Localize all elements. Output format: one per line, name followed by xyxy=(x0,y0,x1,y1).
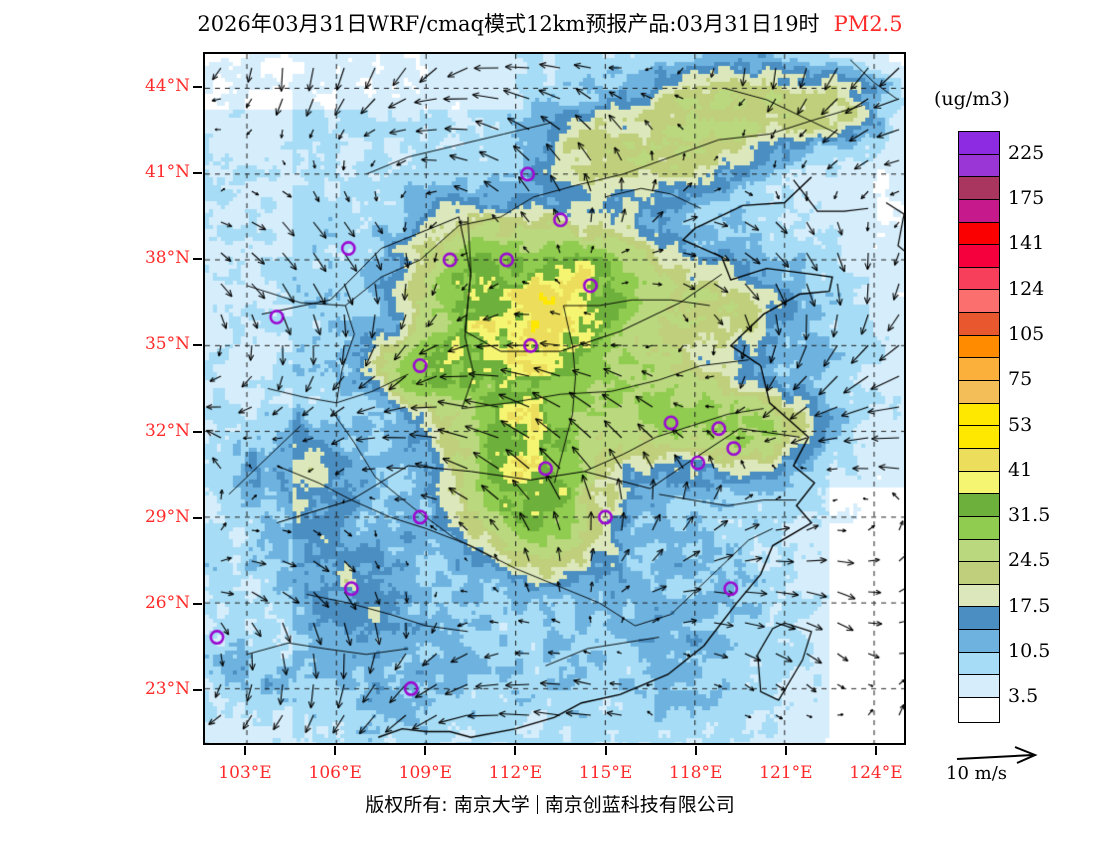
longitude-tick-label: 103°E xyxy=(218,763,272,783)
latitude-tick-label: 23°N xyxy=(144,679,190,700)
colorbar-band xyxy=(959,154,999,178)
colorbar-band xyxy=(959,516,999,540)
colorbar-tick-label: 105 xyxy=(1008,322,1045,345)
footer-divider xyxy=(536,795,538,814)
page-title: 2026年03月31日WRF/cmaq模式12km预报产品:03月31日19时 P… xyxy=(0,8,1100,38)
copyright-footer: 版权所有: 南京大学 南京创蓝科技有限公司 xyxy=(0,790,1100,817)
colorbar-band xyxy=(959,403,999,427)
colorbar-tick-label: 17.5 xyxy=(1008,594,1051,617)
colorbar-band xyxy=(959,267,999,291)
latitude-tick-label: 35°N xyxy=(144,334,190,355)
colorbar-band xyxy=(959,630,999,653)
colorbar-band xyxy=(959,222,999,246)
colorbar-tick-label: 3.5 xyxy=(1008,685,1039,708)
colorbar-band xyxy=(959,313,999,336)
longitude-tick-mark xyxy=(334,746,337,755)
forecast-map[interactable] xyxy=(203,52,906,745)
colorbar-band xyxy=(959,335,999,359)
colorbar-tick-label: 31.5 xyxy=(1008,504,1051,527)
longitude-tick-label: 109°E xyxy=(398,763,452,783)
longitude-tick-mark xyxy=(244,746,247,755)
colorbar-band xyxy=(959,471,999,495)
colorbar-tick-label: 10.5 xyxy=(1008,640,1051,663)
longitude-tick-mark xyxy=(514,746,517,755)
longitude-tick-label: 115°E xyxy=(578,763,633,783)
colorbar-tick-label: 225 xyxy=(1008,141,1045,164)
copyright-left: 版权所有: 南京大学 xyxy=(365,794,530,816)
longitude-tick-mark xyxy=(694,746,697,755)
colorbar-band xyxy=(959,652,999,676)
latitude-tick-label: 26°N xyxy=(144,593,190,614)
latitude-tick-mark xyxy=(193,171,202,174)
colorbar-band xyxy=(959,448,999,472)
latitude-tick-mark xyxy=(193,516,202,519)
longitude-tick-mark xyxy=(604,746,607,755)
colorbar-band xyxy=(959,290,999,314)
colorbar-units-label: (ug/m3) xyxy=(934,88,1010,110)
latitude-tick-label: 44°N xyxy=(144,75,190,96)
colorbar-band xyxy=(959,132,999,155)
colorbar[interactable] xyxy=(958,131,1000,723)
wind-scale-arrow-icon xyxy=(956,746,1038,764)
latitude-tick-label: 29°N xyxy=(144,506,190,527)
latitude-tick-mark xyxy=(193,85,202,88)
colorbar-tick-label: 75 xyxy=(1008,368,1033,391)
colorbar-tick-label: 24.5 xyxy=(1008,549,1051,572)
latitude-tick-mark xyxy=(193,689,202,692)
colorbar-band xyxy=(959,358,999,382)
colorbar-band xyxy=(959,177,999,200)
latitude-tick-label: 38°N xyxy=(144,248,190,269)
colorbar-band xyxy=(959,539,999,563)
colorbar-band xyxy=(959,675,999,699)
longitude-tick-mark xyxy=(874,746,877,755)
colorbar-tick-label: 175 xyxy=(1008,186,1045,209)
longitude-tick-label: 124°E xyxy=(849,763,903,783)
title-main-text: 2026年03月31日WRF/cmaq模式12km预报产品:03月31日19时 xyxy=(197,12,820,36)
colorbar-band xyxy=(959,584,999,608)
latitude-tick-mark xyxy=(193,603,202,606)
colorbar-band xyxy=(959,607,999,631)
longitude-tick-label: 118°E xyxy=(669,763,723,783)
wind-scale-label: 10 m/s xyxy=(946,763,1007,784)
copyright-right: 南京创蓝科技有限公司 xyxy=(544,794,735,816)
longitude-tick-label: 106°E xyxy=(308,763,362,783)
colorbar-band xyxy=(959,381,999,404)
latitude-tick-label: 32°N xyxy=(144,420,190,441)
longitude-tick-mark xyxy=(784,746,787,755)
colorbar-band xyxy=(959,562,999,585)
latitude-tick-mark xyxy=(193,344,202,347)
colorbar-band xyxy=(959,698,999,721)
colorbar-band xyxy=(959,426,999,449)
latitude-tick-mark xyxy=(193,258,202,261)
colorbar-band xyxy=(959,245,999,268)
colorbar-tick-label: 53 xyxy=(1008,413,1033,436)
colorbar-band xyxy=(959,199,999,223)
latitude-tick-label: 41°N xyxy=(144,161,190,182)
colorbar-tick-label: 141 xyxy=(1008,232,1045,255)
longitude-tick-label: 112°E xyxy=(488,763,543,783)
title-species-label: PM2.5 xyxy=(833,12,903,36)
colorbar-tick-label: 124 xyxy=(1008,277,1045,300)
colorbar-tick-label: 41 xyxy=(1008,458,1033,481)
longitude-tick-label: 121°E xyxy=(759,763,813,783)
longitude-tick-mark xyxy=(424,746,427,755)
map-contour-canvas[interactable] xyxy=(205,54,904,743)
colorbar-band xyxy=(959,494,999,517)
latitude-tick-mark xyxy=(193,430,202,433)
